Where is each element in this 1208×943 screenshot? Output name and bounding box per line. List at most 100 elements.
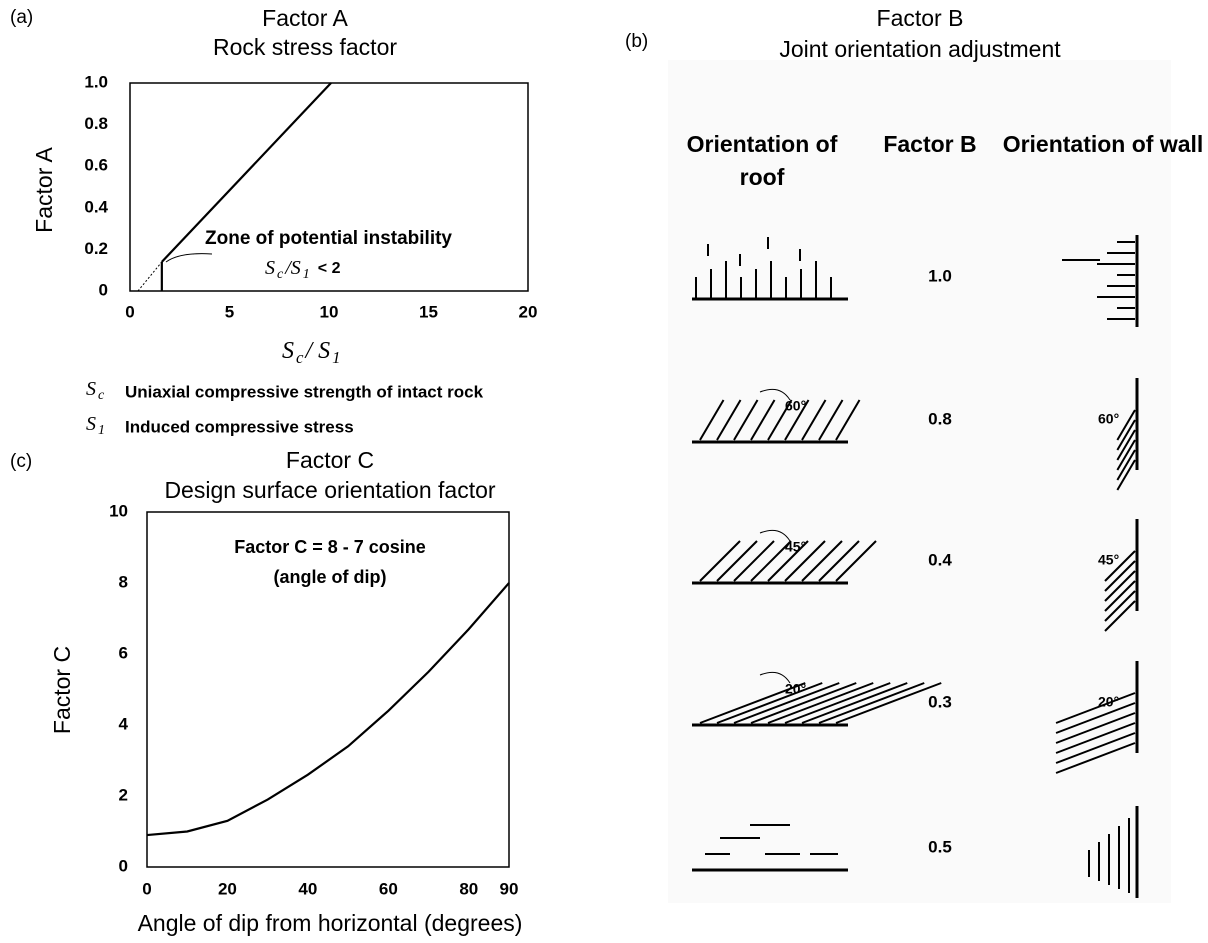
joint: [818, 682, 925, 724]
x-tick-label: 5: [225, 302, 234, 321]
annotation: (angle of dip): [274, 567, 387, 587]
y-axis-label: Factor C: [49, 646, 75, 734]
panel-label: (a): [10, 7, 33, 28]
joint: [1104, 570, 1136, 602]
joint: [699, 682, 806, 724]
angle-label: 45°: [1098, 552, 1119, 568]
y-tick-label: 0.6: [84, 156, 108, 175]
diagram-subtitle: Joint orientation adjustment: [779, 36, 1061, 62]
leader-line: [165, 253, 213, 263]
joint: [1104, 600, 1136, 632]
y-tick-label: 1.0: [84, 72, 108, 91]
joint: [801, 399, 827, 441]
joint: [818, 399, 844, 441]
factor-value: 0.4: [928, 550, 952, 569]
symbol: S: [265, 257, 275, 279]
y-tick-label: 0: [99, 280, 108, 299]
angle-label: 20°: [785, 681, 806, 697]
joint: [818, 540, 860, 582]
symbol: S: [86, 413, 96, 435]
factor-value: 0.8: [928, 409, 952, 428]
angle-label: 20°: [1098, 694, 1119, 710]
joint: [1116, 409, 1136, 441]
y-tick-label: 0.2: [84, 239, 108, 258]
subscript: c: [98, 388, 105, 403]
x-tick-label: 20: [218, 879, 237, 898]
angle-label: 60°: [785, 398, 806, 414]
joint: [699, 540, 741, 582]
joint: [767, 399, 793, 441]
joint: [1116, 439, 1136, 471]
x-tick-label: 0: [125, 302, 134, 321]
joint: [835, 399, 861, 441]
joint: [1055, 712, 1136, 744]
subscript: 1: [98, 423, 105, 438]
joint: [1104, 590, 1136, 622]
panel-label: (b): [625, 31, 648, 52]
joint: [699, 399, 725, 441]
annotation: Factor C = 8 - 7 cosine: [234, 537, 426, 557]
subscript: 1: [303, 267, 310, 282]
annotation: Zone of potential instability: [205, 228, 452, 249]
angle-arc: [759, 529, 791, 542]
joint: [750, 540, 792, 582]
joint: [716, 682, 823, 724]
data-line: [146, 582, 510, 837]
joint: [1055, 722, 1136, 754]
y-tick-label: 0: [119, 856, 128, 875]
diagram-title: Factor B: [877, 5, 964, 31]
symbol: /S: [284, 257, 301, 279]
x-tick-label: 60: [379, 879, 398, 898]
y-tick-label: 4: [119, 714, 129, 733]
subscript: c: [277, 267, 284, 282]
joint: [1055, 742, 1136, 774]
factor-value: 1.0: [928, 266, 952, 285]
symbol: / S: [303, 338, 330, 364]
note-text: Uniaxial compressive strength of intact …: [125, 382, 484, 401]
joint: [716, 399, 742, 441]
chart-subtitle: Rock stress factor: [213, 34, 397, 60]
y-axis-label: Factor A: [31, 147, 57, 233]
x-tick-label: 40: [298, 879, 317, 898]
panel-label: (c): [10, 451, 32, 472]
plot-frame: [129, 82, 529, 292]
joint: [1055, 692, 1136, 724]
joint: [784, 682, 891, 724]
column-header: Orientation of wall: [1002, 131, 1204, 157]
symbol: S: [282, 338, 294, 364]
joint: [733, 682, 840, 724]
joint: [1104, 580, 1136, 612]
joint: [1055, 732, 1136, 764]
joint: [733, 540, 775, 582]
joint: [750, 682, 857, 724]
x-tick-label: 0: [142, 879, 151, 898]
x-axis-label: Angle of dip from horizontal (degrees): [138, 910, 523, 936]
joint: [1116, 459, 1136, 491]
subscript: c: [296, 348, 304, 367]
y-tick-label: 0.4: [84, 197, 108, 216]
joint: [716, 540, 758, 582]
note-text: Induced compressive stress: [125, 417, 354, 436]
joint: [835, 540, 877, 582]
joint: [835, 682, 942, 724]
symbol: S: [86, 378, 96, 400]
y-tick-label: 6: [119, 643, 128, 662]
x-tick-label: 20: [519, 302, 538, 321]
column-header: Factor B: [883, 131, 977, 157]
data-line: [137, 261, 163, 292]
joint: [801, 682, 908, 724]
angle-label: 60°: [1098, 411, 1119, 427]
panel-b-background: [668, 60, 1171, 903]
subscript: 1: [332, 348, 340, 367]
joint: [733, 399, 759, 441]
joint: [767, 540, 809, 582]
y-tick-label: 10: [109, 501, 128, 520]
chart-title: Factor A: [262, 5, 348, 31]
x-tick-label: 10: [320, 302, 339, 321]
